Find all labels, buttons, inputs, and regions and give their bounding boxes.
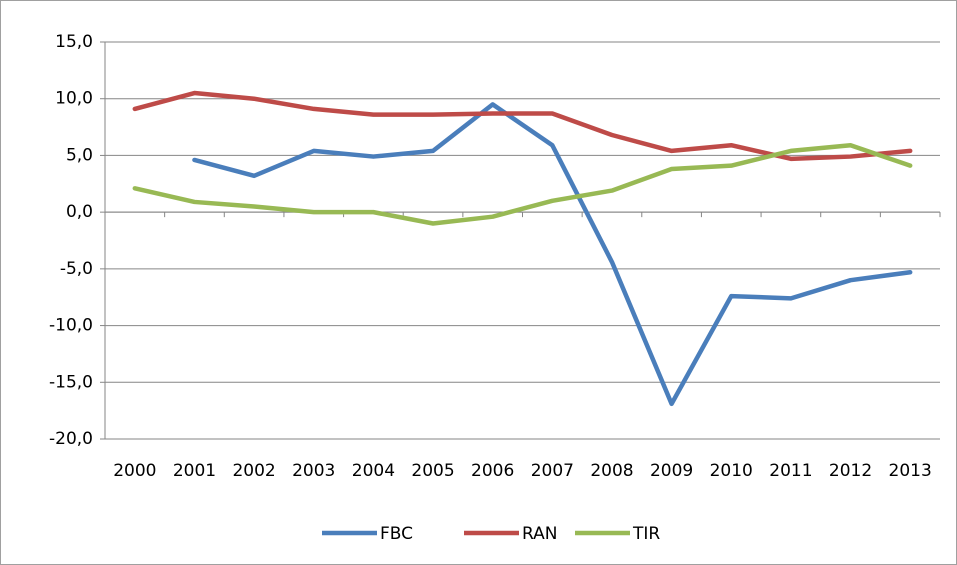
x-tick-label: 2003 bbox=[292, 461, 335, 481]
y-tick-label: 15,0 bbox=[55, 32, 93, 52]
x-tick-label: 2004 bbox=[352, 461, 395, 481]
x-tick-label: 2008 bbox=[590, 461, 633, 481]
x-tick-label: 2012 bbox=[829, 461, 872, 481]
x-tick-label: 2007 bbox=[531, 461, 574, 481]
x-tick-label: 2013 bbox=[889, 461, 932, 481]
x-tick-label: 2006 bbox=[471, 461, 514, 481]
x-tick-label: 2009 bbox=[650, 461, 693, 481]
legend-label: RAN bbox=[522, 524, 557, 544]
x-tick-label: 2002 bbox=[232, 461, 275, 481]
y-tick-label: 5,0 bbox=[66, 145, 93, 165]
y-tick-label: -15,0 bbox=[49, 372, 93, 392]
x-tick-label: 2001 bbox=[173, 461, 216, 481]
x-tick-label: 2010 bbox=[710, 461, 753, 481]
x-tick-label: 2011 bbox=[769, 461, 812, 481]
series-line bbox=[192, 102, 913, 407]
series-line bbox=[132, 142, 913, 226]
legend-label: TIR bbox=[632, 524, 660, 544]
y-tick-label: 0,0 bbox=[66, 202, 93, 222]
y-tick-label: -20,0 bbox=[49, 429, 93, 449]
x-tick-label: 2000 bbox=[113, 461, 156, 481]
y-tick-label: 10,0 bbox=[55, 89, 93, 109]
series-line bbox=[132, 90, 913, 162]
x-tick-label: 2005 bbox=[411, 461, 454, 481]
y-tick-label: -10,0 bbox=[49, 316, 93, 336]
y-tick-label: -5,0 bbox=[60, 259, 93, 279]
legend-label: FBC bbox=[380, 524, 413, 544]
